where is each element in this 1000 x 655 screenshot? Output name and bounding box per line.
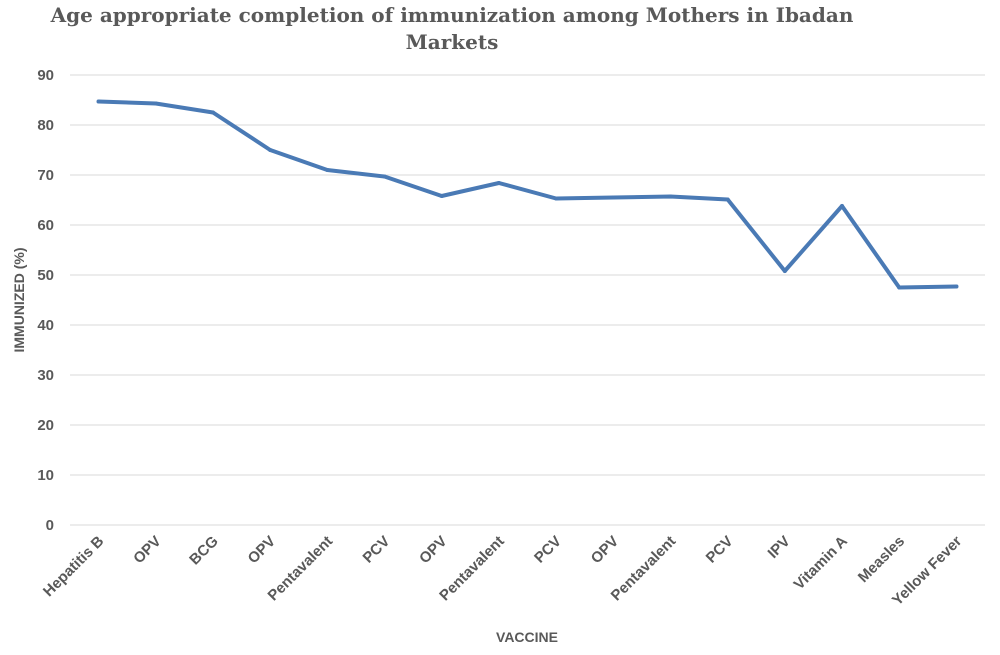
series-layer [96, 99, 959, 290]
data-point [382, 174, 387, 179]
y-tick-label: 30 [37, 367, 54, 384]
chart-title: Age appropriate completion of immunizati… [50, 3, 854, 54]
x-tick-label: BCG [186, 533, 222, 569]
x-tick-label: OPV [416, 533, 450, 567]
data-point [496, 181, 501, 185]
chart-title-line-1: Age appropriate completion of immunizati… [50, 3, 854, 27]
data-point [611, 195, 616, 200]
data-point [153, 101, 158, 106]
x-tick-label: IPV [765, 533, 794, 562]
data-point [725, 197, 730, 202]
data-point [325, 168, 330, 172]
x-tick-label: OPV [245, 533, 279, 567]
x-tick-label: PCV [531, 533, 565, 567]
series-line [96, 99, 959, 290]
data-point [668, 194, 673, 199]
y-tick-label: 80 [37, 117, 54, 134]
data-point [840, 204, 845, 208]
y-tick-label: 70 [37, 167, 54, 184]
x-tick-label: Hepatitis B [40, 533, 108, 601]
y-tick-label: 20 [37, 417, 54, 434]
x-axis-label: VACCINE [496, 629, 558, 645]
y-tick-label: 90 [37, 67, 54, 84]
data-point [96, 99, 101, 104]
data-point [210, 110, 215, 115]
x-tick-label: OPV [130, 533, 164, 567]
y-tick-label: 10 [37, 467, 54, 484]
y-tick-label: 60 [37, 217, 54, 234]
gridlines [70, 74, 985, 526]
y-tick-label: 0 [46, 517, 54, 534]
y-axis-label: IMMUNIZED (%) [11, 248, 27, 353]
data-point [897, 285, 902, 290]
data-point [439, 194, 444, 198]
data-point [268, 148, 273, 152]
x-tick-label: Vitamin A [791, 533, 851, 593]
x-tick-label: PCV [703, 533, 737, 567]
y-tick-label: 40 [37, 317, 54, 334]
x-tick-label: OPV [588, 533, 622, 567]
x-tick-label: Measles [855, 533, 908, 586]
data-point [782, 269, 787, 273]
data-point [554, 196, 559, 201]
y-axis-ticks: 0 10 20 30 40 50 60 70 80 90 [37, 67, 54, 534]
x-tick-label: PCV [360, 533, 394, 567]
y-tick-label: 50 [37, 267, 54, 284]
chart-title-line-2: Markets [406, 30, 499, 54]
data-point [954, 284, 959, 289]
